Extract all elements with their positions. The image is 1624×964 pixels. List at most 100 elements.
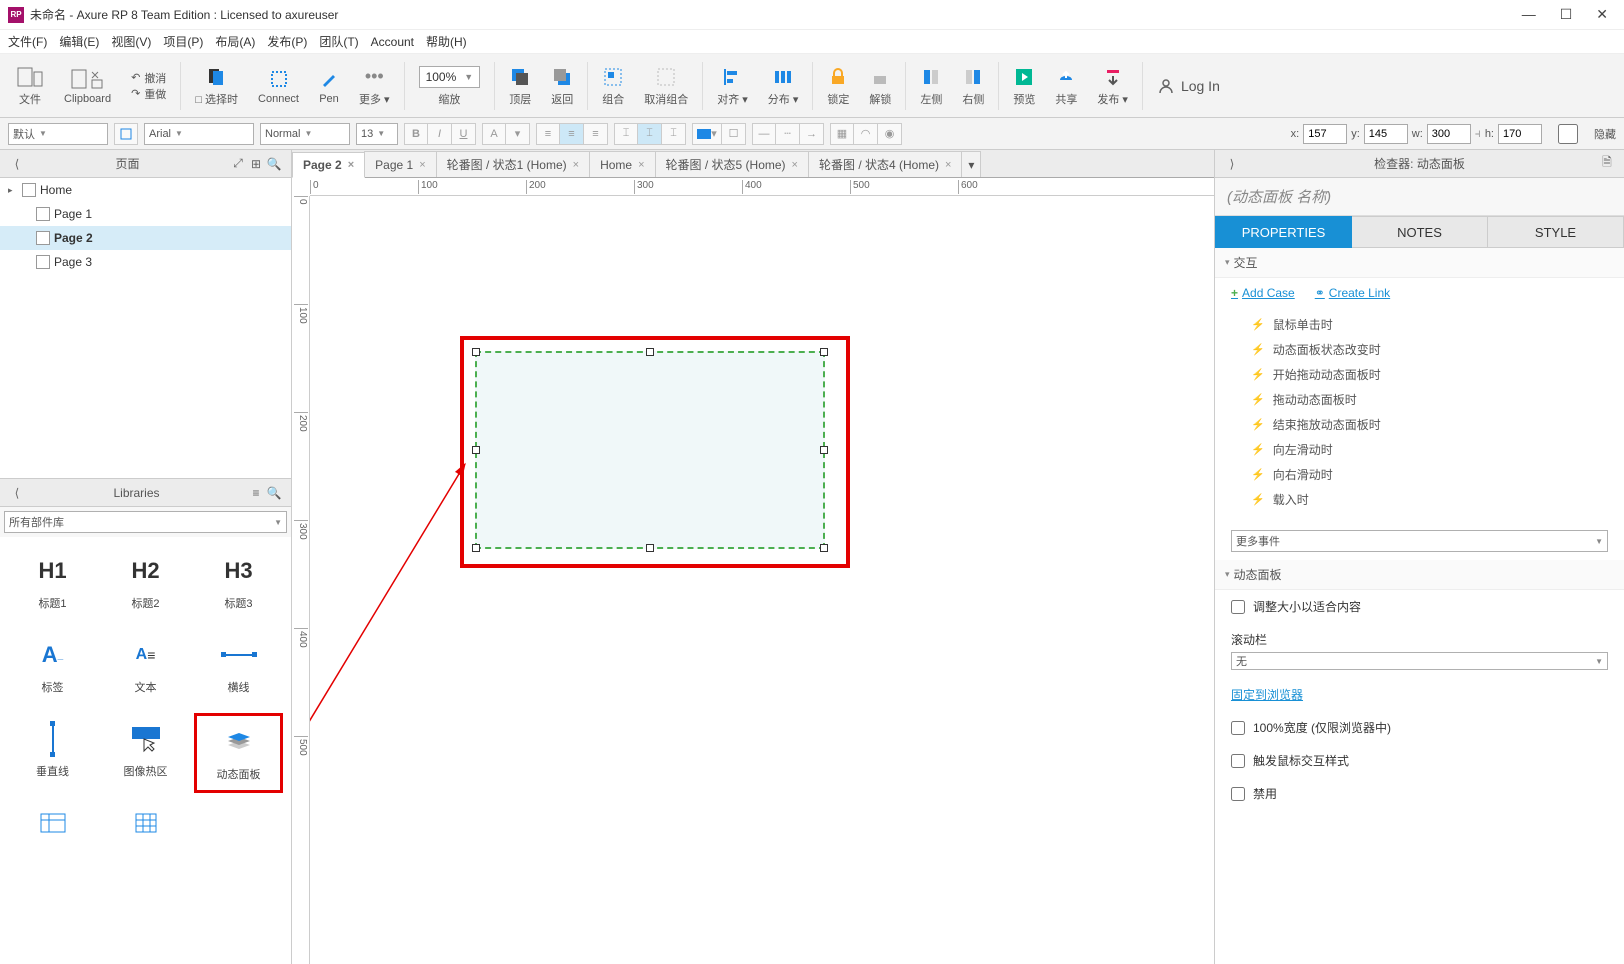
toolbar-file[interactable]: 文件 xyxy=(8,65,52,107)
tree-row-page1[interactable]: Page 1 xyxy=(0,202,291,226)
outside-border-button[interactable]: ☐ xyxy=(722,123,746,145)
line-style-button[interactable]: ┄ xyxy=(776,123,800,145)
event-swipe-right[interactable]: ⚡向右滑动时 xyxy=(1251,462,1608,487)
disabled-row[interactable]: 禁用 xyxy=(1215,777,1624,810)
tree-row-home[interactable]: ▸Home xyxy=(0,178,291,202)
toolbar-ungroup[interactable]: 取消组合 xyxy=(636,65,696,107)
close-button[interactable]: ✕ xyxy=(1596,6,1608,23)
corner-radius-button[interactable]: ◠ xyxy=(854,123,878,145)
visibility-button[interactable]: ◉ xyxy=(878,123,902,145)
align-center-button[interactable]: ≡ xyxy=(560,123,584,145)
add-case-link[interactable]: + Add Case xyxy=(1231,286,1295,300)
menu-team[interactable]: 团队(T) xyxy=(319,33,358,50)
x-input[interactable] xyxy=(1303,124,1347,144)
toolbar-distribute[interactable]: 分布 ▾ xyxy=(760,65,807,107)
full-width-row[interactable]: 100%宽度 (仅限浏览器中) xyxy=(1215,711,1624,744)
toolbar-clipboard[interactable]: Clipboard xyxy=(56,67,119,105)
font-dropdown[interactable]: Arial▼ xyxy=(144,123,254,145)
widget-h3[interactable]: H3标题3 xyxy=(194,545,283,625)
h-input[interactable] xyxy=(1498,124,1542,144)
event-load[interactable]: ⚡载入时 xyxy=(1251,487,1608,512)
toolbar-publish[interactable]: 发布 ▾ xyxy=(1089,65,1136,107)
disabled-checkbox[interactable] xyxy=(1231,787,1245,801)
tab-notes[interactable]: NOTES xyxy=(1352,216,1488,248)
valign-top-button[interactable]: ⌶ xyxy=(614,123,638,145)
toolbar-group[interactable]: 组合 xyxy=(594,65,632,107)
fit-content-checkbox[interactable] xyxy=(1231,600,1245,614)
dp-section[interactable]: ▾动态面板 xyxy=(1215,560,1624,590)
event-state-change[interactable]: ⚡动态面板状态改变时 xyxy=(1251,337,1608,362)
lock-ratio-icon[interactable]: ⫞ xyxy=(1475,126,1481,141)
toolbar-back[interactable]: 返回 xyxy=(543,65,581,107)
fill-button[interactable]: ▾ xyxy=(692,123,722,145)
align-right-button[interactable]: ≡ xyxy=(584,123,608,145)
toolbar-right[interactable]: 右侧 xyxy=(954,65,992,107)
arrow-style-button[interactable]: → xyxy=(800,123,824,145)
tab-state5[interactable]: 轮番图 / 状态5 (Home)× xyxy=(655,151,809,177)
toolbar-share[interactable]: 共享 xyxy=(1047,65,1085,107)
event-swipe-left[interactable]: ⚡向左滑动时 xyxy=(1251,437,1608,462)
fit-content-row[interactable]: 调整大小以适合内容 xyxy=(1215,590,1624,623)
toolbar-unlock[interactable]: 解锁 xyxy=(861,65,899,107)
tab-state4[interactable]: 轮番图 / 状态4 (Home)× xyxy=(808,151,962,177)
maximize-button[interactable]: ☐ xyxy=(1560,6,1573,23)
tab-overflow[interactable]: ▾ xyxy=(961,151,981,177)
inspector-note-icon[interactable]: 🗎 xyxy=(1598,155,1616,173)
tree-row-page3[interactable]: Page 3 xyxy=(0,250,291,274)
hidden-checkbox[interactable] xyxy=(1546,124,1590,144)
toolbar-preview[interactable]: 预览 xyxy=(1005,65,1043,107)
w-input[interactable] xyxy=(1427,124,1471,144)
text-color-button[interactable]: A xyxy=(482,123,506,145)
event-drag[interactable]: ⚡拖动动态面板时 xyxy=(1251,387,1608,412)
event-click[interactable]: ⚡鼠标单击时 xyxy=(1251,312,1608,337)
toolbar-more[interactable]: ••• 更多 ▾ xyxy=(351,65,398,107)
trigger-mouse-checkbox[interactable] xyxy=(1231,754,1245,768)
tab-style[interactable]: STYLE xyxy=(1488,216,1624,248)
toolbar-pen[interactable]: Pen xyxy=(311,67,347,105)
tab-state1[interactable]: 轮番图 / 状态1 (Home)× xyxy=(436,151,590,177)
menu-account[interactable]: Account xyxy=(371,35,414,49)
menu-publish[interactable]: 发布(P) xyxy=(267,33,307,50)
menu-help[interactable]: 帮助(H) xyxy=(426,33,467,50)
open-page-icon[interactable]: ⤢ xyxy=(229,155,247,173)
library-selector[interactable]: 所有部件库▼ xyxy=(4,511,287,533)
menu-view[interactable]: 视图(V) xyxy=(111,33,151,50)
valign-bottom-button[interactable]: ⌶ xyxy=(662,123,686,145)
more-events-dropdown[interactable]: 更多事件▼ xyxy=(1231,530,1608,552)
menu-file[interactable]: 文件(F) xyxy=(8,33,47,50)
toolbar-redo[interactable]: ↷ 重做 xyxy=(131,86,166,102)
toolbar-select-mode[interactable]: □ 选择时 xyxy=(187,65,246,107)
align-left-button[interactable]: ≡ xyxy=(536,123,560,145)
underline-button[interactable]: U xyxy=(452,123,476,145)
copy-style-button[interactable] xyxy=(114,123,138,145)
menu-project[interactable]: 项目(P) xyxy=(163,33,203,50)
tab-page2[interactable]: Page 2× xyxy=(292,152,365,178)
event-drag-end[interactable]: ⚡结束拖放动态面板时 xyxy=(1251,412,1608,437)
full-width-checkbox[interactable] xyxy=(1231,721,1245,735)
tab-page1[interactable]: Page 1× xyxy=(364,151,436,177)
toolbar-login[interactable]: Log In xyxy=(1149,77,1228,95)
scrollbar-dropdown[interactable]: 无▼ xyxy=(1231,652,1608,670)
widget-extra-2[interactable] xyxy=(101,797,190,877)
widget-h1[interactable]: H1标题1 xyxy=(8,545,97,625)
create-link-link[interactable]: ⚭ Create Link xyxy=(1315,286,1390,300)
collapse-inspector-icon[interactable]: ⟩ xyxy=(1223,155,1241,173)
canvas[interactable] xyxy=(310,196,1214,964)
widget-hotspot[interactable]: 图像热区 xyxy=(101,713,190,793)
toolbar-lock[interactable]: 锁定 xyxy=(819,65,857,107)
pin-browser-link[interactable]: 固定到浏览器 xyxy=(1231,688,1303,702)
toolbar-left[interactable]: 左侧 xyxy=(912,65,950,107)
more-text-button[interactable]: ▾ xyxy=(506,123,530,145)
trigger-mouse-row[interactable]: 触发鼠标交互样式 xyxy=(1215,744,1624,777)
tab-properties[interactable]: PROPERTIES xyxy=(1215,216,1352,248)
toolbar-align[interactable]: 对齐 ▾ xyxy=(709,65,756,107)
search-lib-icon[interactable]: 🔍 xyxy=(265,484,283,502)
menu-layout[interactable]: 布局(A) xyxy=(215,33,255,50)
lib-menu-icon[interactable]: ≡ xyxy=(247,484,265,502)
widget-text[interactable]: A≡文本 xyxy=(101,629,190,709)
dynamic-panel-widget[interactable] xyxy=(475,351,825,549)
collapse-lib-icon[interactable]: ⟨ xyxy=(8,484,26,502)
menu-edit[interactable]: 编辑(E) xyxy=(59,33,99,50)
event-drag-start[interactable]: ⚡开始拖动动态面板时 xyxy=(1251,362,1608,387)
widget-extra-1[interactable] xyxy=(8,797,97,877)
